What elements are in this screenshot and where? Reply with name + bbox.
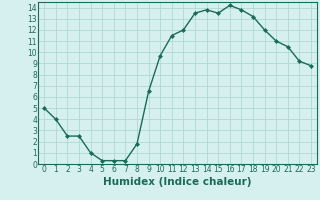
X-axis label: Humidex (Indice chaleur): Humidex (Indice chaleur) <box>103 177 252 187</box>
